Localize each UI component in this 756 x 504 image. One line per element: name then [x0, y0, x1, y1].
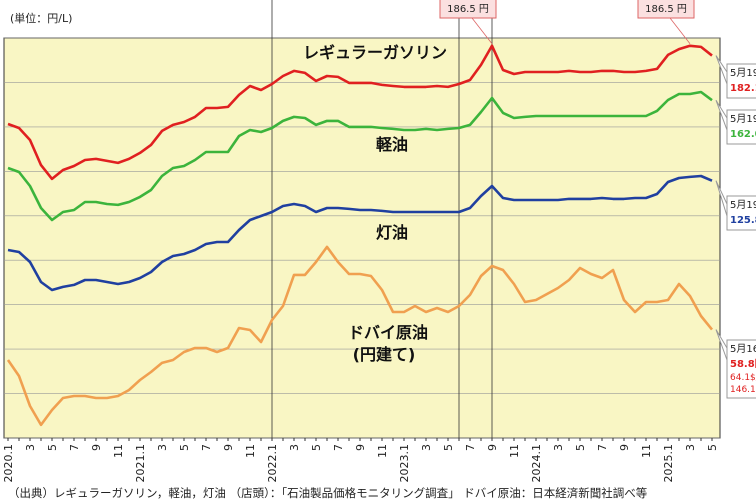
series-label: 灯油	[376, 223, 408, 242]
callout-date: 5月19日	[730, 67, 756, 79]
series-sublabel: (円建て)	[353, 345, 416, 364]
peak-box	[637, 0, 695, 19]
plot-area	[3, 37, 721, 439]
x-tick-label: 3	[288, 444, 301, 451]
x-tick-label: 3	[24, 444, 37, 451]
x-tick-label: 2025.1	[662, 444, 675, 483]
x-tick-label: 5	[706, 444, 719, 451]
x-tick-label: 2023.1	[398, 444, 411, 483]
x-tick-label: 11	[376, 444, 389, 458]
x-tick-label: 5	[310, 444, 323, 451]
callout-box	[726, 63, 756, 99]
callout-value: 162.0円	[730, 128, 756, 140]
x-tick-label: 5	[442, 444, 455, 451]
x-tick-label: 3	[684, 444, 697, 451]
callout-note: 146.1円/	[730, 384, 756, 395]
callout-box	[726, 339, 756, 399]
series-line	[6, 245, 714, 427]
x-tick-label: 5	[178, 444, 191, 451]
x-tick-label: 2024.1	[530, 444, 543, 483]
x-tick-label: 7	[596, 444, 609, 451]
x-tick-label: 5	[46, 444, 59, 451]
series-line	[7, 44, 713, 181]
series-label: レギュラーガソリン	[303, 43, 447, 62]
x-tick-label: 9	[90, 444, 103, 451]
series-label: ドバイ原油	[348, 323, 428, 342]
x-tick-label: 3	[420, 444, 433, 451]
x-tick-label: 7	[464, 444, 477, 451]
x-tick-label: 7	[68, 444, 81, 451]
x-tick-label: 7	[200, 444, 213, 451]
x-tick-label: 3	[552, 444, 565, 451]
x-tick-label: 5	[574, 444, 587, 451]
series-label: 軽油	[376, 135, 408, 154]
callout-value: 125.8円	[730, 214, 756, 226]
callout-box	[726, 109, 756, 145]
x-tick-label: 2021.1	[134, 444, 147, 483]
x-tick-label: 3	[156, 444, 169, 451]
source-note: （出典）レギュラーガソリン，軽油，灯油 （店頭）：「石油製品価格モニタリング調査…	[8, 486, 647, 500]
x-tick-label: 9	[486, 444, 499, 451]
x-tick-label: 9	[222, 444, 235, 451]
x-tick-label: 2020.1	[2, 444, 15, 483]
unit-label: (単位：円/L)	[10, 11, 72, 25]
peak-pointer	[669, 17, 691, 45]
series-line	[7, 90, 713, 222]
callout-value: 58.8円	[730, 358, 756, 370]
callout-box	[726, 195, 756, 231]
x-tick-label: 2022.1	[266, 444, 279, 483]
callout-date: 5月16日	[730, 343, 756, 355]
callout-date: 5月19日	[730, 199, 756, 211]
callout-value: 182.1円	[730, 82, 756, 94]
x-tick-label: 11	[112, 444, 125, 458]
series-line	[7, 174, 713, 292]
x-tick-label: 7	[332, 444, 345, 451]
peak-label: 186.5 円	[645, 4, 687, 15]
peak-box	[439, 0, 497, 19]
x-tick-label: 9	[618, 444, 631, 451]
x-tick-label: 11	[640, 444, 653, 458]
x-tick-label: 11	[244, 444, 257, 458]
callout-date: 5月19日	[730, 113, 756, 125]
peak-pointer	[471, 17, 493, 45]
x-tick-label: 11	[508, 444, 521, 458]
x-tick-label: 9	[354, 444, 367, 451]
callout-note: 64.1$/	[730, 373, 756, 383]
peak-label: 186.5 円	[447, 4, 489, 15]
